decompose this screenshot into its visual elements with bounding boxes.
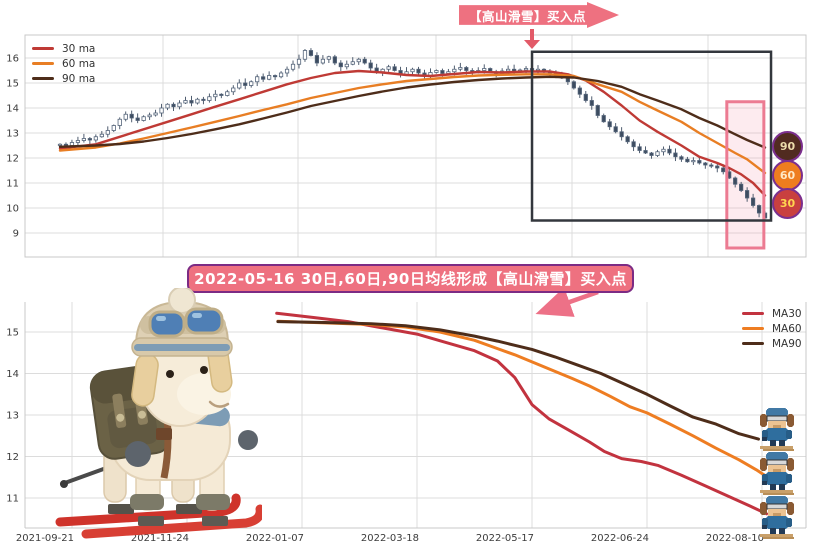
ma-line	[276, 319, 770, 479]
legend-item-ma90: MA90	[742, 336, 802, 351]
ma-line	[58, 75, 767, 149]
ma30-badge: 30	[772, 188, 803, 219]
y-tick-label: 14	[6, 369, 19, 380]
legend-label: 30 ma	[62, 42, 96, 55]
legend-item-90ma: 90 ma	[32, 71, 95, 86]
legend-label: MA60	[772, 322, 802, 335]
y-tick-label: 16	[6, 54, 19, 65]
candlestick-chart: 9 10 11 12 13 14 15 16	[6, 34, 807, 258]
y-tick-label: 15	[6, 79, 19, 90]
top-chart-legend: 30 ma 60 ma 90 ma	[32, 41, 95, 86]
y-tick-label: 13	[6, 129, 19, 140]
x-tick-label: 2021-09-21	[16, 533, 74, 544]
y-tick-label: 11	[6, 494, 19, 505]
buy-signal-caption-label: 2022-05-16 30日,60日,90日均线形成【高山滑雪】买入点	[194, 270, 627, 288]
legend-item-60ma: 60 ma	[32, 56, 95, 71]
y-tick-label: 15	[6, 328, 19, 339]
callout-down-arrow-icon	[524, 29, 540, 49]
x-tick-label: 2021-11-24	[131, 533, 189, 544]
ma90-badge-label: 90	[779, 140, 796, 153]
x-tick-label: 2022-03-18	[361, 533, 419, 544]
ma60-swatch	[742, 327, 764, 330]
ma-line	[58, 69, 767, 197]
ma60-badge-label: 60	[779, 169, 796, 182]
buy-point-callout-label: 【高山滑雪】买入点	[469, 8, 587, 24]
red-skis	[55, 493, 262, 539]
pixel-skier-sprite	[760, 452, 794, 495]
legend-item-30ma: 30 ma	[32, 41, 95, 56]
y-tick-label: 11	[6, 179, 19, 190]
ma90-badge: 90	[772, 131, 803, 162]
buy-point-callout: 【高山滑雪】买入点	[459, 2, 619, 28]
highlight-box	[530, 50, 773, 222]
ma-line	[276, 320, 760, 441]
y-tick-label: 14	[6, 104, 19, 115]
ma90-swatch	[742, 342, 764, 345]
ski-goggles	[140, 307, 226, 338]
y-tick-label: 12	[6, 154, 19, 165]
legend-label: 90 ma	[62, 72, 96, 85]
legend-label: 60 ma	[62, 57, 96, 70]
y-tick-label: 12	[6, 452, 19, 463]
highlight-band-border	[725, 100, 766, 250]
legend-item-ma30: MA30	[742, 306, 802, 321]
x-tick-label: 2022-01-07	[246, 533, 304, 544]
pixel-skier-sprite	[760, 496, 794, 539]
ma30-swatch	[742, 312, 764, 315]
caption-arrow-icon	[535, 287, 599, 317]
30ma-swatch	[32, 47, 54, 50]
legend-label: MA90	[772, 337, 802, 350]
x-tick-label: 2022-05-17	[476, 533, 534, 544]
candles	[57, 48, 768, 221]
highlight-band	[726, 101, 764, 248]
y-tick-label: 13	[6, 411, 19, 422]
x-tick-label: 2022-06-24	[591, 533, 649, 544]
legend-item-ma60: MA60	[742, 321, 802, 336]
y-tick-label: 10	[6, 204, 19, 215]
60ma-swatch	[32, 62, 54, 65]
ma60-badge: 60	[772, 160, 803, 191]
ma-line	[275, 311, 769, 516]
legend-label: MA30	[772, 307, 802, 320]
y-tick-label: 9	[13, 229, 19, 240]
pixel-skier-sprite	[760, 408, 794, 451]
ma-line	[58, 73, 767, 175]
x-tick-label: 2022-08-10	[706, 533, 764, 544]
buy-signal-caption: 2022-05-16 30日,60日,90日均线形成【高山滑雪】买入点	[187, 264, 634, 293]
bottom-chart-legend: MA30 MA60 MA90	[742, 306, 802, 351]
skiing-dog-mascot-image	[55, 288, 262, 539]
ma30-badge-label: 30	[779, 197, 796, 210]
90ma-swatch	[32, 77, 54, 80]
